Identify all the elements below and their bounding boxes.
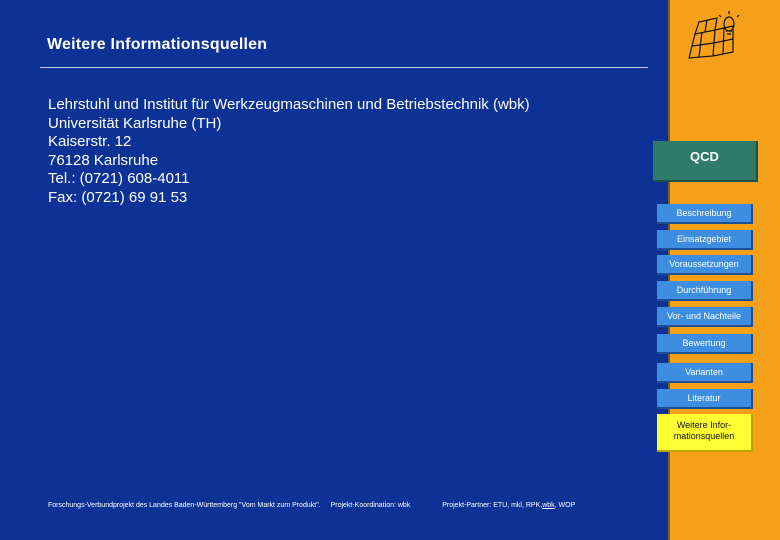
title-divider <box>40 67 648 68</box>
nav-beschreibung-button[interactable]: Beschreibung <box>657 204 753 224</box>
address-line-city: 76128 Karlsruhe <box>48 151 159 169</box>
address-line-phone: Tel.: (0721) 608-4011 <box>48 170 190 188</box>
footer-project: Forschungs-Verbundprojekt des Landes Bad… <box>48 502 321 509</box>
grid-lightbulb-logo-icon <box>688 11 740 59</box>
nav-weitere-informationsquellen-button[interactable]: Weitere Infor- mationsquellen <box>657 414 753 452</box>
footer-partners-suffix: , WOP <box>554 502 576 509</box>
main-panel: Weitere Informationsquellen Lehrstuhl un… <box>40 36 648 509</box>
address-line-fax: Fax: (0721) 69 91 53 <box>48 188 188 206</box>
nav-active-label-line1: Weitere Infor- <box>676 420 732 430</box>
nav-literatur-button[interactable]: Literatur <box>657 389 753 409</box>
footer-coordination: Projekt-Koordination: wbk <box>330 502 411 509</box>
nav-bewertung-button[interactable]: Bewertung <box>657 334 753 354</box>
page-title: Weitere Informationsquellen <box>47 36 268 53</box>
address-line-university: Universität Karlsruhe (TH) <box>48 114 222 132</box>
contact-address: Lehrstuhl und Institut für Werkzeugmasch… <box>48 96 530 208</box>
nav-voraussetzungen-button[interactable]: Voraussetzungen <box>657 255 753 275</box>
nav-varianten-button[interactable]: Varianten <box>657 363 753 383</box>
footer-partner-link[interactable]: wbk <box>542 502 555 509</box>
nav-durchfuehrung-button[interactable]: Durchführung <box>657 281 753 301</box>
nav-active-label-line2: mationsquellen <box>673 431 735 441</box>
footer-partners-prefix: Projekt-Partner: ETU, mkl, RPK, <box>442 502 543 509</box>
address-line-institute: Lehrstuhl und Institut für Werkzeugmasch… <box>48 96 530 113</box>
address-line-street: Kaiserstr. 12 <box>48 133 132 151</box>
footer: Forschungs-Verbundprojekt des Landes Bad… <box>48 502 575 509</box>
nav-vor-und-nachteile-button[interactable]: Vor- und Nachteile <box>657 307 753 327</box>
qcd-section-label: QCD <box>653 141 758 182</box>
nav-einsatzgebiet-button[interactable]: Einsatzgebiet <box>657 230 753 250</box>
